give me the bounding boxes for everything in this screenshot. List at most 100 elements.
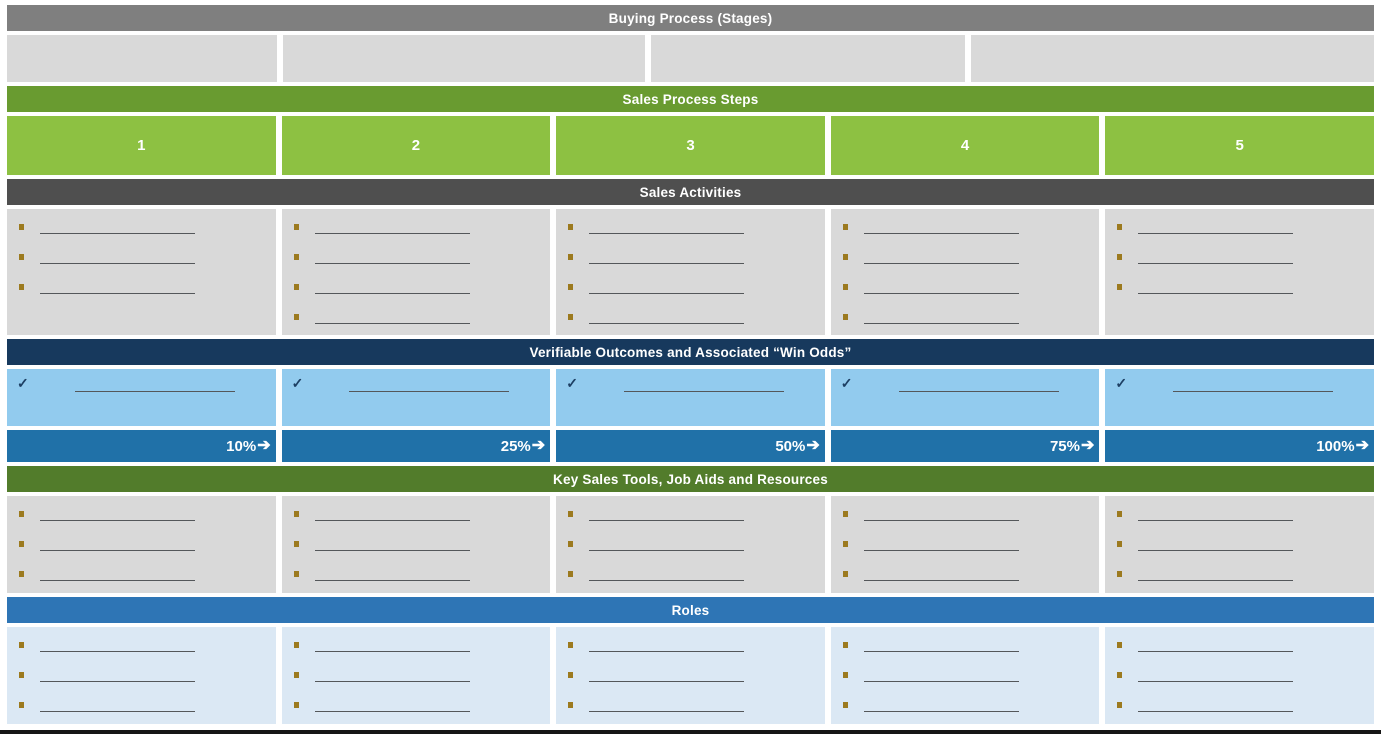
bullet-item — [831, 534, 1100, 564]
sales-activities-cell-3 — [556, 209, 825, 335]
bullet-item — [1105, 247, 1374, 277]
bullet-item — [1105, 635, 1374, 665]
sales-activities-cell-2 — [281, 209, 551, 335]
blank-line — [589, 217, 745, 234]
blank-line — [589, 564, 745, 581]
bullet-item — [556, 564, 825, 594]
blank-line — [863, 635, 1019, 652]
blank-line — [314, 665, 470, 682]
square-bullet-icon — [842, 224, 848, 230]
right-arrow-icon: ➔ — [1355, 437, 1369, 454]
buying-stage-cell-2 — [283, 35, 645, 82]
step-number: 2 — [411, 137, 421, 154]
square-bullet-icon — [842, 672, 848, 678]
square-bullet-icon — [19, 511, 24, 517]
square-bullet-icon — [568, 642, 574, 648]
bullet-item — [7, 217, 276, 247]
buying-stage-cell-3 — [651, 35, 965, 82]
square-bullet-icon — [293, 702, 299, 708]
blank-line — [40, 277, 195, 294]
bullet-item — [556, 277, 825, 307]
square-bullet-icon — [19, 672, 24, 678]
verifiable-outcomes-header: Verifiable Outcomes and Associated “Win … — [7, 339, 1374, 365]
blank-line — [40, 504, 195, 521]
win-odds-value: 75% — [1049, 437, 1080, 455]
outcome-cell-2: ✓ — [281, 369, 551, 426]
blank-line — [589, 665, 745, 682]
right-arrow-icon: ➔ — [257, 437, 271, 454]
square-bullet-icon — [293, 284, 299, 290]
bullet-item — [282, 217, 551, 247]
bullet-item — [831, 564, 1100, 594]
square-bullet-icon — [1117, 254, 1123, 260]
square-bullet-icon — [1117, 642, 1123, 648]
bottom-divider — [0, 730, 1381, 734]
sales-activities-cell-1 — [7, 209, 276, 335]
square-bullet-icon — [842, 511, 848, 517]
blank-line — [1138, 217, 1294, 234]
blank-line — [40, 247, 195, 264]
bullet-item — [556, 665, 825, 695]
blank-line — [40, 534, 195, 551]
bullet-item — [282, 534, 551, 564]
square-bullet-icon — [1117, 541, 1123, 547]
bullet-item — [7, 635, 276, 665]
blank-line — [863, 564, 1019, 581]
square-bullet-icon — [19, 702, 24, 708]
blank-line — [589, 695, 745, 712]
bullet-item — [1105, 217, 1374, 247]
bullet-item — [1105, 695, 1374, 725]
square-bullet-icon — [568, 571, 574, 577]
sales-process-steps-header-label: Sales Process Steps — [622, 91, 759, 107]
bullet-item — [7, 504, 276, 534]
blank-line — [314, 635, 470, 652]
square-bullet-icon — [568, 254, 574, 260]
sales-activities-header-label: Sales Activities — [639, 184, 742, 200]
square-bullet-icon — [568, 284, 574, 290]
blank-line — [40, 665, 195, 682]
step-cell-2: 2 — [281, 116, 551, 175]
blank-line — [314, 307, 470, 324]
outcome-cell-1: ✓ — [7, 369, 276, 426]
buying-process-header: Buying Process (Stages) — [7, 5, 1374, 31]
step-cell-5: 5 — [1105, 116, 1374, 175]
blank-line — [314, 564, 470, 581]
key-sales-tools-cell-5 — [1105, 496, 1374, 593]
square-bullet-icon — [293, 642, 299, 648]
win-odds-cell-3: 50% ➔ — [556, 430, 825, 462]
bullet-item — [282, 247, 551, 277]
blank-line — [314, 534, 470, 551]
buying-stages-row — [7, 35, 1374, 82]
square-bullet-icon — [568, 702, 574, 708]
square-bullet-icon — [568, 672, 574, 678]
blank-line — [40, 635, 195, 652]
roles-cell-2 — [281, 627, 551, 724]
buying-stage-cell-1 — [7, 35, 277, 82]
step-cell-1: 1 — [7, 116, 276, 175]
bullet-item — [7, 695, 276, 725]
blank-line — [589, 247, 745, 264]
blank-line — [1138, 695, 1294, 712]
checkmark-icon: ✓ — [291, 375, 304, 391]
right-arrow-icon: ➔ — [1080, 437, 1095, 454]
blank-line — [863, 665, 1019, 682]
win-odds-row: 10% ➔ 25% ➔ 50% ➔ 75% ➔ 100% ➔ — [7, 430, 1374, 462]
blank-line — [40, 217, 195, 234]
bullet-item — [282, 564, 551, 594]
bullet-item — [556, 504, 825, 534]
bullet-item — [7, 247, 276, 277]
bullet-item — [7, 277, 276, 307]
blank-line — [589, 534, 745, 551]
square-bullet-icon — [842, 254, 848, 260]
bullet-item — [282, 277, 551, 307]
win-odds-value: 10% — [226, 437, 257, 455]
blank-line — [589, 635, 745, 652]
roles-cell-1 — [7, 627, 276, 724]
bullet-item — [1105, 534, 1374, 564]
bullet-item — [282, 635, 551, 665]
square-bullet-icon — [568, 511, 574, 517]
win-odds-cell-2: 25% ➔ — [281, 430, 551, 462]
blank-line — [623, 374, 784, 392]
blank-line — [589, 277, 745, 294]
bullet-item — [282, 504, 551, 534]
